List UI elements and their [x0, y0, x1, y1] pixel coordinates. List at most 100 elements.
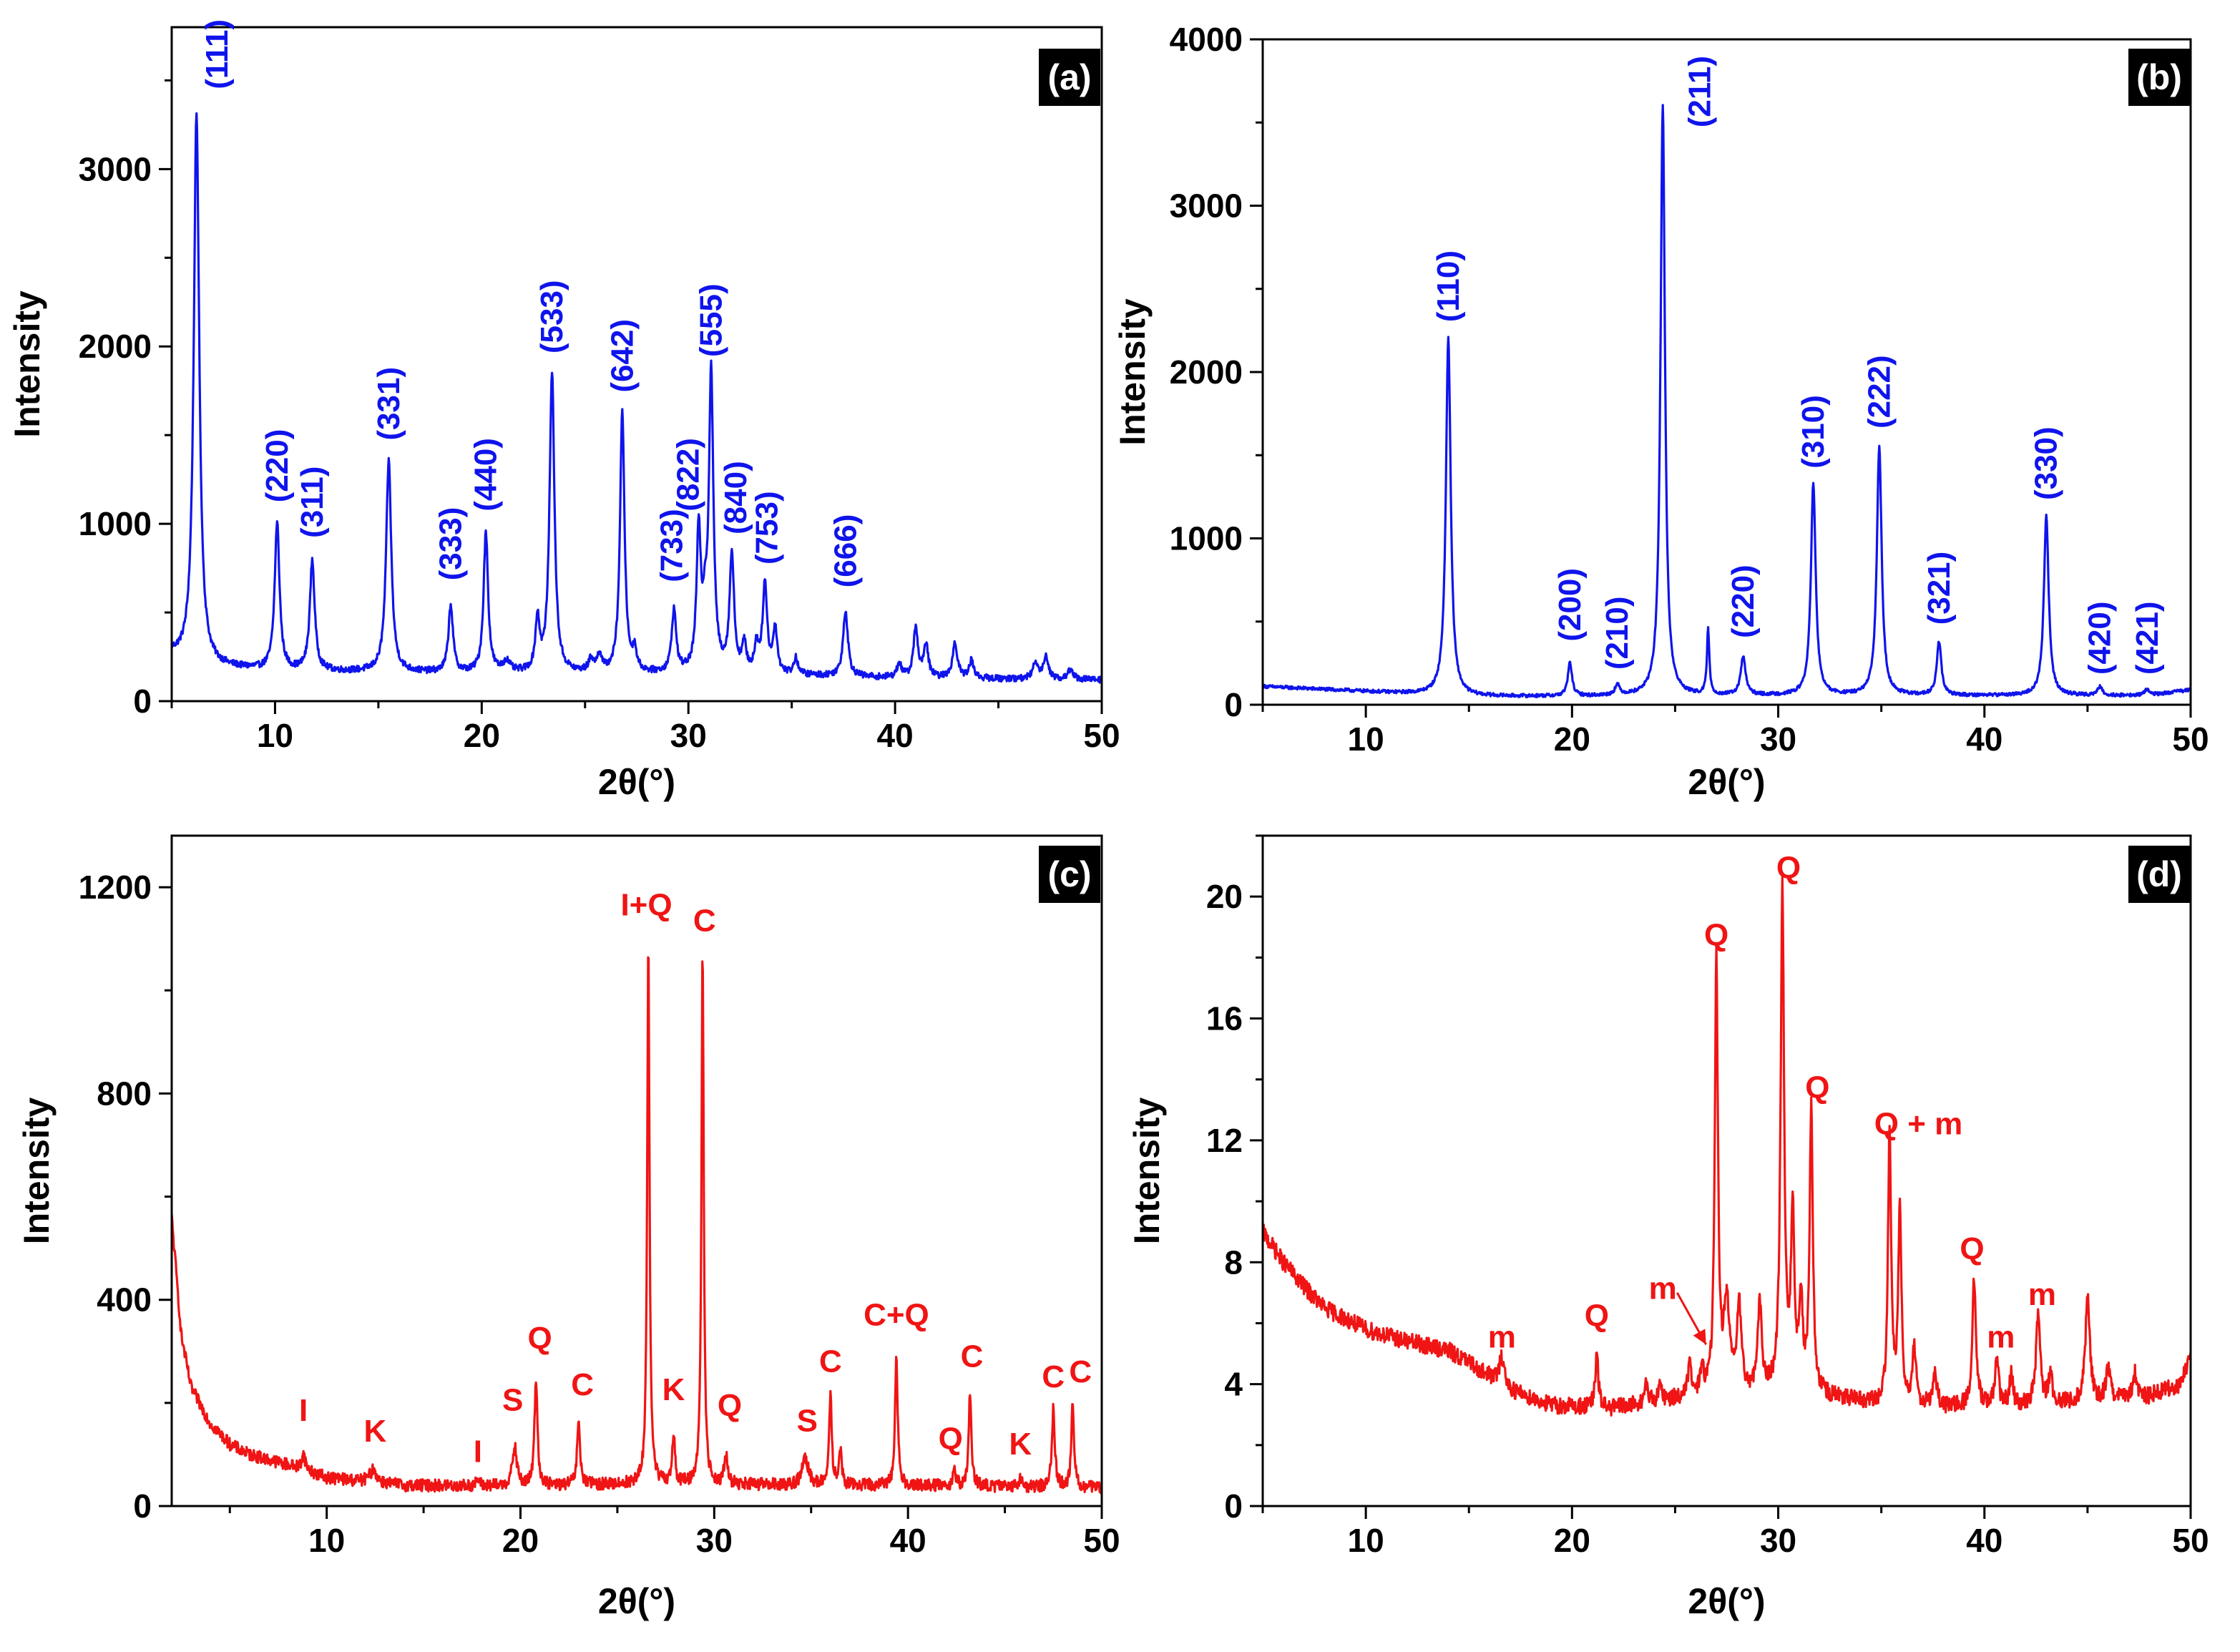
peak-annotation: (220) [1726, 564, 1761, 638]
x-tick-label: 40 [877, 717, 914, 754]
x-tick-label: 50 [1083, 1522, 1120, 1559]
x-tick-label: 10 [1348, 720, 1384, 758]
peak-annotation: (642) [605, 319, 640, 393]
panel-tag: (c) [1047, 854, 1091, 894]
panel-c: 10 20 30 40 50 0 400 800 1200 2θ(°) Intensity (c) I K… [16, 834, 1120, 1621]
peak-annotation: C [819, 1344, 842, 1379]
peak-annotation: (210) [1600, 596, 1635, 670]
panel-a: 10 20 30 40 50 0 1000 2000 3000 2θ(°) Intensity (a)… [7, 19, 1120, 802]
y-tick-label: 8 [1224, 1243, 1243, 1281]
peak-annotation: (822) [671, 438, 706, 512]
y-tick-label: 1000 [79, 505, 152, 542]
y-tick-label: 0 [1224, 1487, 1243, 1525]
x-tick-label: 50 [2172, 720, 2209, 758]
peak-annotation: (421) [2130, 601, 2165, 675]
peak-annotation: (330) [2029, 426, 2064, 500]
x-tick-label: 40 [1966, 1522, 2002, 1559]
x-tick-label: 20 [464, 717, 500, 754]
peak-annotation: Q [1776, 851, 1801, 886]
peak-annotation: (840) [718, 461, 753, 534]
peak-annotation: K [1009, 1427, 1032, 1462]
y-axis-title: Intensity [7, 290, 47, 438]
y-axis-title: Intensity [16, 1098, 57, 1245]
peak-annotation: (420) [2083, 601, 2118, 675]
peak-annotation: (440) [469, 438, 504, 512]
x-tick-label: 30 [696, 1522, 733, 1559]
xrd-pattern-line [172, 956, 1102, 1495]
panel-tag-box [1039, 846, 1100, 903]
y-tick-label: 3000 [79, 150, 152, 187]
panel-tag-box [2128, 846, 2190, 903]
y-axis-title: Intensity [1112, 298, 1153, 446]
x-tick-label: 30 [1760, 1522, 1796, 1559]
x-tick-label: 50 [1083, 717, 1120, 754]
panel-b: 10 20 30 40 50 0 1000 2000 3000 4000 2θ(°) Intensit… [1112, 21, 2209, 802]
peak-annotation: (733) [655, 509, 690, 582]
xrd-pattern-line [1263, 104, 2191, 698]
y-tick-label: 3000 [1170, 187, 1243, 225]
peak-annotation: C+Q [864, 1298, 929, 1333]
y-tick-label: 400 [97, 1281, 152, 1319]
peak-annotation: m [1488, 1320, 1516, 1355]
x-tick-label: 40 [890, 1522, 926, 1559]
peak-annotation: (311) [295, 466, 330, 538]
y-tick-label: 0 [133, 1487, 152, 1525]
peak-annotation: C [961, 1339, 984, 1374]
peak-annotation: (555) [694, 283, 729, 357]
peak-annotation: (310) [1796, 395, 1831, 469]
panel-tag: (b) [2136, 57, 2182, 97]
peak-annotation: (333) [434, 507, 469, 581]
x-tick-label: 30 [1760, 720, 1796, 758]
plot-frame [170, 26, 1103, 703]
x-tick-label: 50 [2172, 1522, 2209, 1559]
peak-annotation: C [571, 1367, 594, 1402]
y-tick-label: 800 [97, 1075, 152, 1112]
y-tick-label: 0 [1224, 686, 1243, 723]
peak-annotation: (331) [371, 367, 406, 441]
peak-annotation: C [693, 903, 716, 938]
peak-annotation: (222) [1862, 355, 1897, 429]
panel-tag-box [1039, 49, 1100, 106]
panel-d: 10 20 30 40 50 0 4 8 12 16 20 2θ(°) Intensity (d) m Qm Q… [1127, 834, 2209, 1621]
xrd-pattern-line [172, 112, 1102, 684]
xrd-pattern-line [1263, 876, 2191, 1417]
panel-tag: (a) [1047, 57, 1091, 97]
peak-annotation: I [299, 1393, 308, 1428]
x-tick-label: 10 [1348, 1522, 1384, 1559]
x-tick-label: 30 [670, 717, 707, 754]
y-tick-label: 2000 [79, 328, 152, 365]
peak-annotation: (220) [260, 429, 295, 503]
panel-tag: (d) [2136, 854, 2182, 894]
x-tick-label: 20 [1554, 1522, 1590, 1559]
peak-annotation: C [1042, 1359, 1065, 1394]
y-tick-label: 1000 [1170, 520, 1243, 557]
peak-annotation: (533) [534, 280, 569, 353]
x-tick-label: 10 [257, 717, 293, 754]
y-tick-label: 0 [133, 683, 152, 720]
peak-annotation: I [474, 1434, 482, 1470]
y-tick-label: 2000 [1170, 353, 1243, 391]
peak-annotation: (753) [750, 491, 785, 564]
x-tick-label: 10 [308, 1522, 345, 1559]
plot-frame [1261, 834, 2192, 1507]
peak-annotation: (321) [1922, 552, 1957, 625]
peak-annotation: (111) [200, 19, 235, 89]
x-axis-title: 2θ(°) [598, 1581, 675, 1621]
x-tick-label: 40 [1966, 720, 2002, 758]
x-axis-title: 2θ(°) [1688, 762, 1765, 802]
y-tick-label: 4 [1224, 1366, 1243, 1403]
peak-annotation: C [1069, 1354, 1092, 1389]
annotation-arrowhead [1693, 1329, 1706, 1345]
peak-annotation: K [662, 1372, 685, 1407]
peak-annotation: Q + m [1874, 1106, 1963, 1141]
peak-annotation: I+Q [620, 888, 672, 923]
peak-annotation: m [2028, 1277, 2056, 1312]
y-tick-label: 4000 [1170, 21, 1243, 58]
x-tick-label: 20 [1554, 720, 1590, 758]
peak-annotation: (110) [1431, 250, 1466, 322]
peak-annotation: Q [1585, 1299, 1609, 1334]
plot-frame [170, 834, 1103, 1507]
y-tick-label: 16 [1206, 1000, 1243, 1037]
peak-annotation: Q [939, 1422, 963, 1457]
y-tick-label: 12 [1206, 1122, 1243, 1159]
